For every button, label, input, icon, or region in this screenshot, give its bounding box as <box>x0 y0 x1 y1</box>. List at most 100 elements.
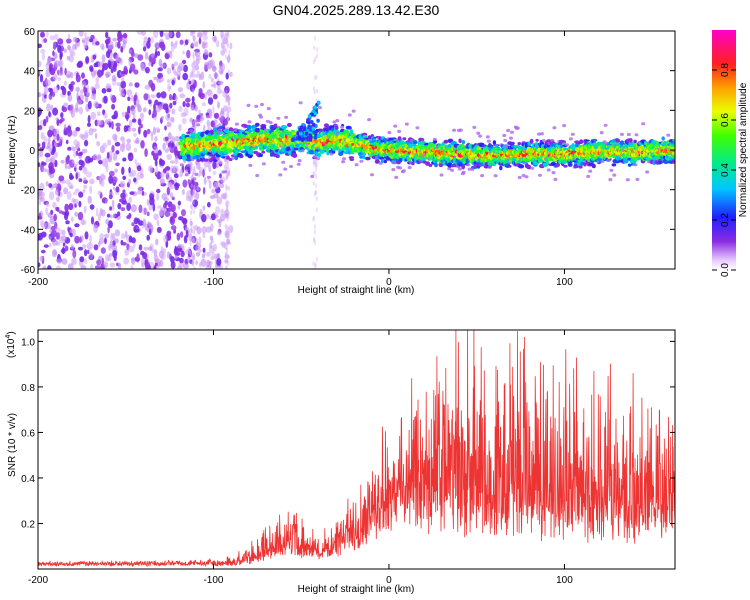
noise-blob <box>185 249 191 254</box>
streak-blob <box>193 229 196 235</box>
ridge-blob <box>397 136 402 141</box>
noise-blob <box>160 77 165 82</box>
noise-blob <box>212 93 218 100</box>
noise-blob <box>118 57 123 65</box>
noise-blob <box>93 224 98 233</box>
streak-blob <box>227 115 230 121</box>
noise-blob <box>105 40 109 49</box>
halo-blob <box>401 169 406 173</box>
streak-blob <box>313 236 316 242</box>
noise-blob <box>70 216 74 222</box>
halo-blob <box>439 173 444 177</box>
noise-blob <box>212 171 217 176</box>
noise-blob <box>96 259 102 266</box>
ridge-blob <box>254 127 261 133</box>
noise-blob <box>114 168 118 173</box>
noise-blob <box>152 203 156 212</box>
noise-blob <box>130 51 135 58</box>
halo-blob <box>493 174 498 178</box>
halo-blob <box>398 166 402 170</box>
noise-blob <box>102 174 106 181</box>
noise-blob <box>104 156 109 164</box>
noise-blob <box>138 204 143 214</box>
noise-blob <box>113 186 116 191</box>
streak-blob <box>227 260 230 266</box>
noise-blob <box>38 262 41 268</box>
noise-blob <box>86 242 93 250</box>
noise-blob <box>57 77 62 82</box>
noise-blob <box>116 126 121 132</box>
noise-blob <box>121 111 126 118</box>
noise-blob <box>153 31 159 39</box>
streak-blob <box>227 33 230 39</box>
noise-blob <box>213 119 218 125</box>
streak-blob <box>190 236 193 242</box>
noise-blob <box>102 142 108 149</box>
noise-blob <box>215 40 220 48</box>
noise-blob <box>48 235 52 240</box>
noise-blob <box>83 205 87 214</box>
streak-blob <box>189 73 192 79</box>
noise-blob <box>182 179 188 188</box>
halo-blob <box>254 104 259 108</box>
noise-blob <box>57 38 64 45</box>
noise-blob <box>130 257 136 265</box>
noise-blob <box>133 132 137 137</box>
halo-blob <box>609 168 614 172</box>
streak-blob <box>315 166 318 172</box>
noise-blob <box>112 206 115 211</box>
noise-blob <box>163 197 170 202</box>
noise-blob <box>156 226 162 233</box>
streak-blob <box>226 201 228 207</box>
noise-blob <box>171 108 176 115</box>
noise-blob <box>160 91 167 99</box>
noise-blob <box>130 108 136 115</box>
noise-blob <box>89 185 93 194</box>
noise-blob <box>60 159 65 164</box>
noise-blob <box>51 183 58 189</box>
noise-blob <box>194 64 199 71</box>
noise-blob <box>64 245 69 252</box>
noise-blob <box>108 243 113 249</box>
streak-blob <box>227 102 230 108</box>
noise-blob <box>128 166 131 174</box>
noise-blob <box>40 48 46 54</box>
noise-blob <box>133 69 139 75</box>
noise-blob <box>179 169 184 178</box>
noise-blob <box>50 155 56 165</box>
noise-blob <box>84 130 89 139</box>
ridge-blob <box>261 150 266 154</box>
streak-blob <box>312 260 315 266</box>
noise-blob <box>56 258 63 264</box>
halo-blob <box>195 119 200 123</box>
halo-blob <box>392 160 397 164</box>
noise-blob <box>67 226 70 233</box>
halo-blob <box>189 129 194 133</box>
noise-blob <box>45 157 50 163</box>
noise-blob <box>98 119 104 126</box>
streak-blob <box>225 33 228 39</box>
noise-blob <box>45 202 50 208</box>
halo-blob <box>503 138 508 143</box>
noise-blob <box>83 41 88 49</box>
halo-blob <box>192 177 197 181</box>
noise-blob <box>226 106 232 113</box>
streak-blob <box>192 225 195 231</box>
noise-blob <box>178 124 182 132</box>
noise-blob <box>216 258 222 266</box>
noise-blob <box>144 223 149 231</box>
noise-blob <box>77 211 84 221</box>
halo-blob <box>415 126 420 130</box>
noise-blob <box>148 246 153 252</box>
noise-blob <box>100 43 104 50</box>
noise-blob <box>80 265 87 269</box>
noise-blob <box>60 235 67 242</box>
halo-blob <box>359 159 364 163</box>
noise-blob <box>180 112 187 118</box>
noise-blob <box>128 196 132 204</box>
noise-blob <box>76 99 83 105</box>
noise-blob <box>84 96 88 102</box>
noise-blob <box>40 191 45 198</box>
noise-blob <box>73 163 78 168</box>
noise-blob <box>64 210 70 217</box>
